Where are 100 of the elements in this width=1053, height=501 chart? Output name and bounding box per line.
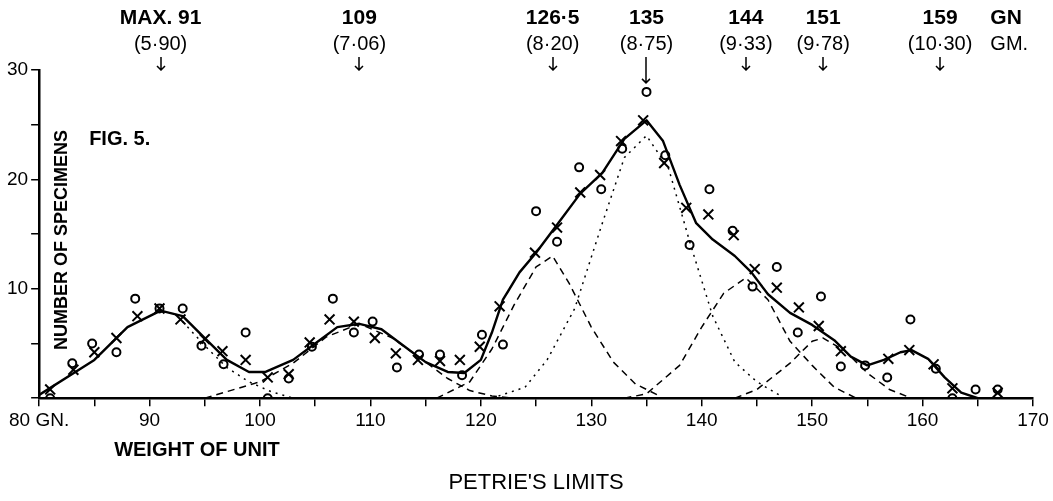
- point: [792, 327, 803, 338]
- point: [306, 341, 317, 352]
- point: [615, 135, 628, 148]
- point: [348, 327, 359, 338]
- point: [240, 327, 251, 338]
- point: [67, 363, 80, 376]
- point: [835, 361, 846, 372]
- point: [391, 362, 402, 373]
- point: [927, 358, 940, 371]
- x-tick-label: 90: [138, 408, 161, 430]
- point: [493, 300, 506, 313]
- point: [414, 349, 425, 360]
- point: [812, 320, 825, 332]
- point: [88, 346, 101, 359]
- point: [531, 206, 542, 217]
- y-tick-label: 20: [6, 167, 29, 189]
- point: [930, 363, 941, 374]
- point: [218, 359, 229, 370]
- point: [992, 384, 1003, 395]
- point: [970, 384, 981, 395]
- point: [368, 332, 381, 344]
- point: [87, 338, 98, 349]
- point: [903, 344, 916, 357]
- point: [111, 347, 122, 358]
- point: [198, 333, 211, 346]
- point: [551, 221, 563, 234]
- point: [552, 236, 563, 247]
- y-tick-label: 10: [6, 277, 29, 299]
- point: [174, 313, 187, 326]
- annotation: 144 (9·33): [719, 5, 773, 54]
- point: [834, 345, 847, 358]
- point: [457, 370, 468, 381]
- point: [283, 373, 294, 384]
- point: [434, 349, 445, 360]
- point: [327, 293, 338, 304]
- annotation: 126·5 (8·20): [525, 5, 580, 54]
- point: [770, 281, 783, 294]
- point: [131, 310, 144, 323]
- point: [476, 329, 487, 340]
- point: [946, 382, 959, 395]
- point: [497, 339, 508, 350]
- point: [67, 358, 78, 369]
- point: [727, 229, 740, 242]
- point: [239, 353, 252, 366]
- annotation: 151 (9·78): [796, 5, 850, 54]
- point: [261, 371, 274, 384]
- x-axis-title: WEIGHT OF UNIT: [114, 438, 280, 461]
- point: [771, 261, 782, 272]
- point: [574, 162, 585, 173]
- point: [748, 263, 761, 276]
- point: [216, 345, 229, 358]
- text: FIG. 5.: [89, 127, 151, 149]
- point: [596, 184, 607, 195]
- annotation: 135 (8·75): [619, 5, 674, 54]
- x-tick-label: 160: [906, 408, 939, 430]
- point: [882, 372, 893, 383]
- text: PETRIE'S LIMITS: [448, 469, 624, 494]
- text: 159 (10·30): [907, 5, 973, 54]
- point: [641, 86, 652, 97]
- x-tick-label: 130: [575, 408, 608, 430]
- x-tick-label: 150: [796, 408, 828, 430]
- x-tick-label: 110: [355, 408, 386, 430]
- point: [905, 314, 916, 325]
- point: [704, 184, 715, 195]
- point: [411, 353, 424, 366]
- annotation: MAX. 91 (5·90): [119, 5, 202, 54]
- point: [637, 114, 650, 127]
- point: [529, 246, 541, 259]
- point: [594, 169, 607, 181]
- point: [473, 340, 486, 353]
- point: [44, 383, 57, 396]
- point: [282, 368, 295, 381]
- point: [130, 293, 141, 304]
- x-tick-label: 80 GN.: [9, 408, 70, 430]
- point: [658, 157, 671, 169]
- x-tick-label: 140: [685, 408, 718, 430]
- point: [815, 291, 826, 302]
- point: [453, 353, 466, 366]
- y-axis-title: NUMBER OF SPECIMENS: [51, 129, 72, 351]
- point: [389, 347, 402, 360]
- point: [323, 313, 336, 326]
- point: [702, 208, 715, 221]
- point: [347, 315, 360, 328]
- point: [434, 355, 446, 367]
- x-tick-label: 120: [465, 408, 497, 430]
- point: [177, 303, 188, 314]
- point: [110, 332, 123, 344]
- point: [860, 360, 871, 371]
- point: [792, 301, 805, 314]
- point: [747, 281, 758, 292]
- y-tick-label: 30: [6, 58, 29, 80]
- point: [367, 316, 378, 327]
- point: [727, 225, 738, 236]
- point: [574, 186, 587, 199]
- text: GN GM.: [990, 5, 1029, 54]
- x-tick-label: 170: [1017, 408, 1049, 430]
- point: [882, 352, 895, 365]
- point: [617, 143, 628, 154]
- annotation: 109 (7·06): [332, 5, 387, 54]
- x-tick-label: 100: [244, 408, 276, 430]
